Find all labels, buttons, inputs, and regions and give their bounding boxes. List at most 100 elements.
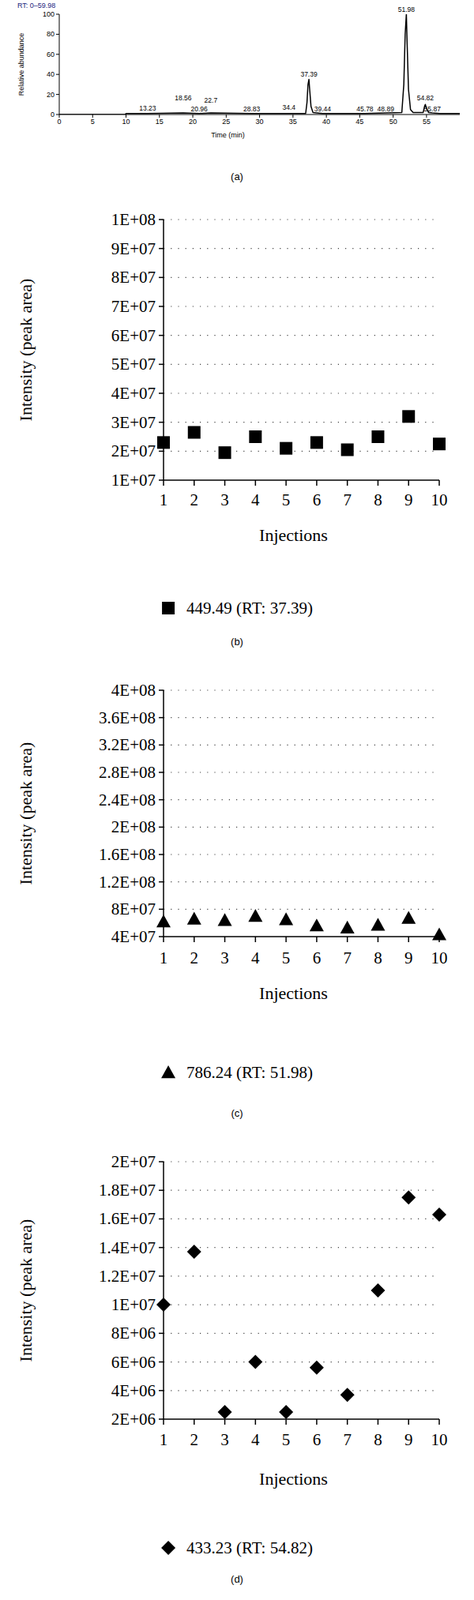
y-tick [56,14,60,16]
grid-line [163,1275,440,1277]
peak-label: 48.89 [377,105,395,113]
legend: 786.24 (RT: 51.98) [161,1063,313,1083]
x-tick [346,1419,349,1426]
y-tick-label: 3.6E+08 [98,708,156,728]
marker [371,430,384,444]
y-tick [158,1275,164,1278]
x-tick-label: 3 [220,1430,230,1450]
grid-line [163,1305,440,1306]
grid-line [163,689,440,691]
y-tick [158,1333,164,1336]
x-tick [438,1419,441,1426]
y-tick-label: 8E+07 [111,899,156,919]
marker [218,1405,233,1420]
x-tick-label: 7 [342,1430,352,1450]
y-axis [59,14,61,115]
y-tick [158,909,164,911]
grid-line [163,421,440,423]
x-tick-label: 6 [312,1430,322,1450]
y-axis-title: Intensity (peak area) [15,742,36,886]
grid-line [163,771,440,773]
marker [248,1355,263,1370]
x-tick-label: 6 [312,948,322,968]
y-tick-label: 2.4E+08 [98,790,156,810]
grid-line [163,744,440,746]
y-tick [158,717,164,719]
x-tick [346,936,349,943]
x-tick-label: 15 [155,117,164,126]
y-tick-label: 60 [46,50,55,59]
x-axis [163,1418,440,1421]
y-tick-label: 2E+07 [111,441,156,461]
marker [309,918,324,932]
x-tick-label: 5 [282,948,291,968]
grid-line [163,334,440,336]
y-tick-label: 7E+07 [111,297,156,316]
marker [188,426,201,440]
x-axis [163,936,440,938]
legend-label: 433.23 (RT: 54.82) [186,1538,313,1558]
marker [310,436,324,449]
x-tick-label: 35 [289,117,298,126]
x-tick-label: 20 [188,117,197,126]
x-tick [255,480,257,486]
x-tick [193,936,196,943]
marker [248,909,263,922]
x-tick [193,480,196,486]
y-tick [158,1418,164,1421]
x-tick-label: 4 [251,1430,260,1450]
x-tick-label: 10 [431,1430,448,1450]
chart-2: 4E+078E+071.2E+081.6E+082E+082.4E+082.8E… [15,680,448,1120]
x-tick-label: 2 [190,490,200,510]
y-tick-label: 0 [50,110,55,119]
x-tick [407,936,410,943]
x-tick [316,936,318,943]
peak-label: 51.98 [398,5,416,14]
x-tick [193,1419,196,1426]
peak-label: 34.4 [282,103,297,112]
grid-line [163,277,440,279]
marker [432,437,446,451]
x-tick [316,1419,318,1426]
grid-line [163,248,440,249]
y-tick [158,479,164,482]
peak-label: 20.96 [191,105,209,113]
y-tick [158,1189,164,1192]
x-axis-title: Injections [259,525,328,546]
x-tick-label: 10 [122,117,131,126]
x-tick-label: 55 [422,117,431,126]
x-tick [377,936,380,943]
legend-label: 449.49 (RT: 37.39) [186,598,313,618]
y-tick [158,392,164,395]
legend-marker [161,601,175,615]
chart-3: 2E+064E+066E+068E+061E+071.2E+071.4E+071… [15,1152,448,1586]
y-tick-label: 2E+07 [111,1152,156,1172]
plot-area [157,410,446,459]
y-axis-title: Intensity (peak area) [15,278,36,422]
peak-label: 39.44 [314,105,332,113]
x-tick [346,480,349,486]
caption: (b) [230,635,244,648]
x-tick-label: 5 [90,117,95,126]
grid-line [163,451,440,452]
x-tick [224,1419,226,1426]
marker [309,1361,324,1376]
marker [248,430,262,444]
y-tick [56,53,60,55]
y-axis [162,690,165,937]
plot-area [59,14,460,115]
y-tick [158,799,164,802]
peak-label: 54.82 [417,94,435,102]
x-tick-label: 30 [255,117,264,126]
peak-label: 18.56 [174,94,192,102]
marker [156,914,171,928]
y-axis [162,1162,165,1420]
grid-line [163,827,440,828]
y-tick-label: 4E+06 [111,1381,156,1401]
marker [370,917,385,931]
grid-line [163,909,440,911]
y-tick-label: 1.2E+08 [98,872,156,892]
x-tick-label: 8 [373,1430,383,1450]
y-tick [158,248,164,250]
marker [401,911,416,925]
